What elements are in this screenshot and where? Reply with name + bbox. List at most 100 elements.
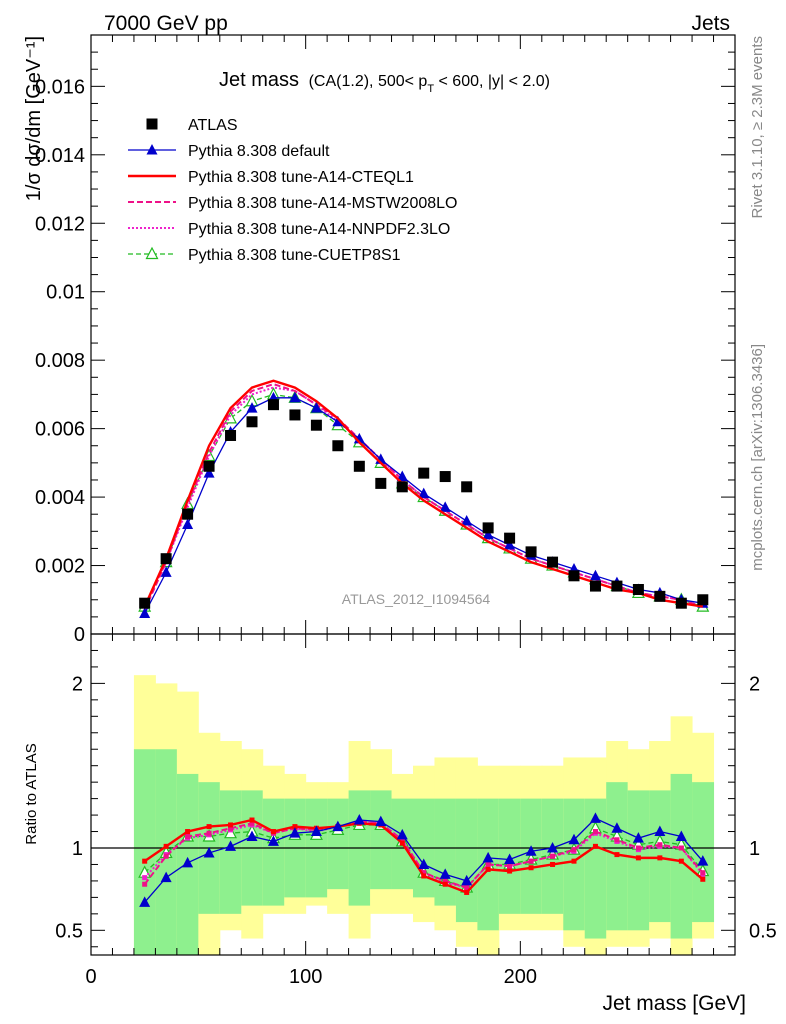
ratio-series-nnpdf-point [142,875,148,881]
main-series-atlas-point [461,481,473,493]
main-plot-marks [138,379,710,618]
main-series-atlas-point [375,477,387,489]
ratio-series-mstw-point [614,837,620,843]
ratio-series-default-point [697,855,709,866]
ratio-series-default-point [203,846,215,858]
ratio-series-mstw-point [142,881,148,887]
main-series-atlas-point [418,467,430,479]
ratio-series-default-point [160,871,172,883]
ratio-band-inner [455,798,478,923]
main-series-default-point [310,402,322,413]
ratio-series-cteql1-point [163,843,169,849]
main-series-atlas-point [182,508,194,520]
main-series-default-point [289,391,301,403]
ratio-band-inner [670,773,693,939]
ratio-band-inner [563,798,586,931]
header-left-label: 7000 GeV pp [104,12,228,35]
main-series-atlas-point [267,399,279,411]
ratio-series-mstw-point [228,825,234,831]
ratio-series-cteql1-point [249,817,255,823]
main-y-tick-label: 0.006 [35,419,85,441]
main-series-default-point [396,470,408,482]
main-series-atlas-point [654,590,666,602]
ratio-series-default-point [568,833,580,845]
ratio-series-default-point [675,830,687,841]
ratio-series-mstw-point [421,870,427,876]
ratio-series-mstw-point [442,878,448,884]
main-y-tick-label: 0.01 [46,282,85,304]
ratio-series-default-point [182,856,194,868]
x-axis-label: Jet mass [GeV] [602,992,746,1015]
ratio-y-tick-label-right: 2 [749,673,760,695]
ratio-series-cteql1-point [614,852,620,858]
ratio-series-nnpdf-line [143,820,704,889]
ratio-series-cteql1-point [700,876,706,882]
ratio-series-cteql1-point [592,843,598,849]
ratio-series-mstw-point [528,858,534,864]
main-series-default-point [461,515,473,526]
ratio-series-mstw-point [700,870,706,876]
legend-marker-cuetp [145,246,159,260]
ratio-series-mstw-point [592,829,598,835]
main-series-atlas-point [203,460,215,472]
ratio-series-default-point [353,814,365,825]
main-watermark: ATLAS_2012_I1094564 [342,591,491,607]
main-y-tick-label: 0.016 [35,76,85,98]
ratio-series-cteql1-point [635,855,641,861]
ratio-plot-marks [138,812,710,907]
ratio-series-default-point [654,825,666,837]
main-series-default-point [418,487,430,499]
mcplots-label: mcplots.cern.ch [arXiv:1306.3436] [749,344,766,571]
ratio-series-cteql1-point [485,866,491,872]
ratio-series-cteql1-point [421,873,427,879]
ratio-series-mstw-point [571,847,577,853]
main-y-tick-label: 0 [74,624,85,646]
x-tick-label: 100 [289,966,322,988]
main-title: Jet mass (CA(1.2), 500< pT < 600, |y| < … [219,69,550,95]
x-tick-label: 200 [504,966,537,988]
legend-marker-default [146,144,158,155]
ratio-series-mstw-point [635,845,641,851]
ratio-band-inner [434,798,457,906]
main-series-atlas-point [160,553,172,565]
main-title-name: Jet mass [219,69,299,91]
ratio-series-mstw-point [507,863,513,869]
main-series-atlas-point [611,580,623,592]
main-series-atlas-point [246,416,258,428]
ratio-series-default-point [461,874,473,886]
ratio-series-default-point [310,825,322,837]
legend-label-cteql1: Pythia 8.308 tune-A14-CTEQL1 [188,169,414,186]
main-series-atlas-point [525,546,537,558]
legend-marker-atlas [146,118,158,130]
ratio-series-cteql1-point [142,858,148,864]
main-y-tick-label: 0.008 [35,350,85,372]
main-series-atlas-point [632,584,644,596]
ratio-series-cteql1-point [464,889,470,895]
ratio-series-mstw-point [464,885,470,891]
ratio-series-mstw-point [678,845,684,851]
ratio-series-default-point [547,842,559,853]
ratio-band-inner [262,798,285,906]
main-title-detail-b: < 600, |y| < 2.0) [434,73,550,90]
main-series-default-point [589,569,601,581]
main-y-tick-label: 0.002 [35,556,85,578]
ratio-series-default-point [139,896,151,907]
rivet-label: Rivet 3.1.10, ≥ 2.3M events [749,36,766,219]
ratio-y-tick-label: 2 [72,673,83,695]
ratio-band-inner [327,798,350,890]
main-y-tick-label: 0.004 [35,487,85,509]
main-series-default-point [332,415,344,427]
ratio-series-cteql1-point [571,858,577,864]
ratio-band-inner [133,749,156,955]
main-series-default-point [139,607,151,618]
main-series-atlas-point [139,597,151,609]
main-series-atlas-point [697,594,709,606]
ratio-series-default-point [332,820,344,832]
legend-label-nnpdf: Pythia 8.308 tune-A14-NNPDF2.3LO [188,221,450,238]
main-series-default-point [482,528,494,540]
x-tick-label: 0 [85,966,96,988]
main-series-atlas-point [589,580,601,592]
main-series-default-point [439,501,451,512]
main-series-cteql1-line [143,379,703,608]
main-title-detail-a: (CA(1.2), 500< p [309,73,428,90]
